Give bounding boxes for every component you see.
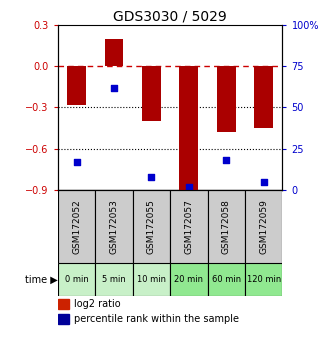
Bar <box>58 314 69 324</box>
FancyBboxPatch shape <box>208 190 245 263</box>
Text: percentile rank within the sample: percentile rank within the sample <box>74 314 239 324</box>
Text: 120 min: 120 min <box>247 275 281 284</box>
Point <box>261 179 266 185</box>
Text: GSM172055: GSM172055 <box>147 199 156 254</box>
Text: log2 ratio: log2 ratio <box>74 299 120 309</box>
Point <box>186 184 191 190</box>
FancyBboxPatch shape <box>95 263 133 296</box>
Bar <box>58 299 69 309</box>
FancyBboxPatch shape <box>58 190 95 263</box>
FancyBboxPatch shape <box>208 263 245 296</box>
Bar <box>142 66 161 121</box>
Text: time ▶: time ▶ <box>25 274 58 284</box>
FancyBboxPatch shape <box>58 263 95 296</box>
Text: GSM172052: GSM172052 <box>72 199 81 254</box>
Point <box>111 85 117 90</box>
Text: 20 min: 20 min <box>174 275 204 284</box>
Bar <box>105 39 123 66</box>
Text: GSM172058: GSM172058 <box>222 199 231 254</box>
FancyBboxPatch shape <box>133 263 170 296</box>
Title: GDS3030 / 5029: GDS3030 / 5029 <box>113 10 227 24</box>
Text: GSM172059: GSM172059 <box>259 199 268 254</box>
Bar <box>67 66 86 105</box>
Text: GSM172053: GSM172053 <box>109 199 118 254</box>
Text: 0 min: 0 min <box>65 275 88 284</box>
Bar <box>179 66 198 190</box>
Text: 5 min: 5 min <box>102 275 126 284</box>
Text: GSM172057: GSM172057 <box>184 199 193 254</box>
FancyBboxPatch shape <box>245 190 282 263</box>
Point <box>74 159 79 165</box>
FancyBboxPatch shape <box>170 263 208 296</box>
Text: 10 min: 10 min <box>137 275 166 284</box>
FancyBboxPatch shape <box>170 190 208 263</box>
Point <box>149 174 154 180</box>
Bar <box>217 66 236 132</box>
Bar <box>254 66 273 128</box>
FancyBboxPatch shape <box>245 263 282 296</box>
Text: 60 min: 60 min <box>212 275 241 284</box>
FancyBboxPatch shape <box>133 190 170 263</box>
Point <box>224 158 229 163</box>
FancyBboxPatch shape <box>95 190 133 263</box>
